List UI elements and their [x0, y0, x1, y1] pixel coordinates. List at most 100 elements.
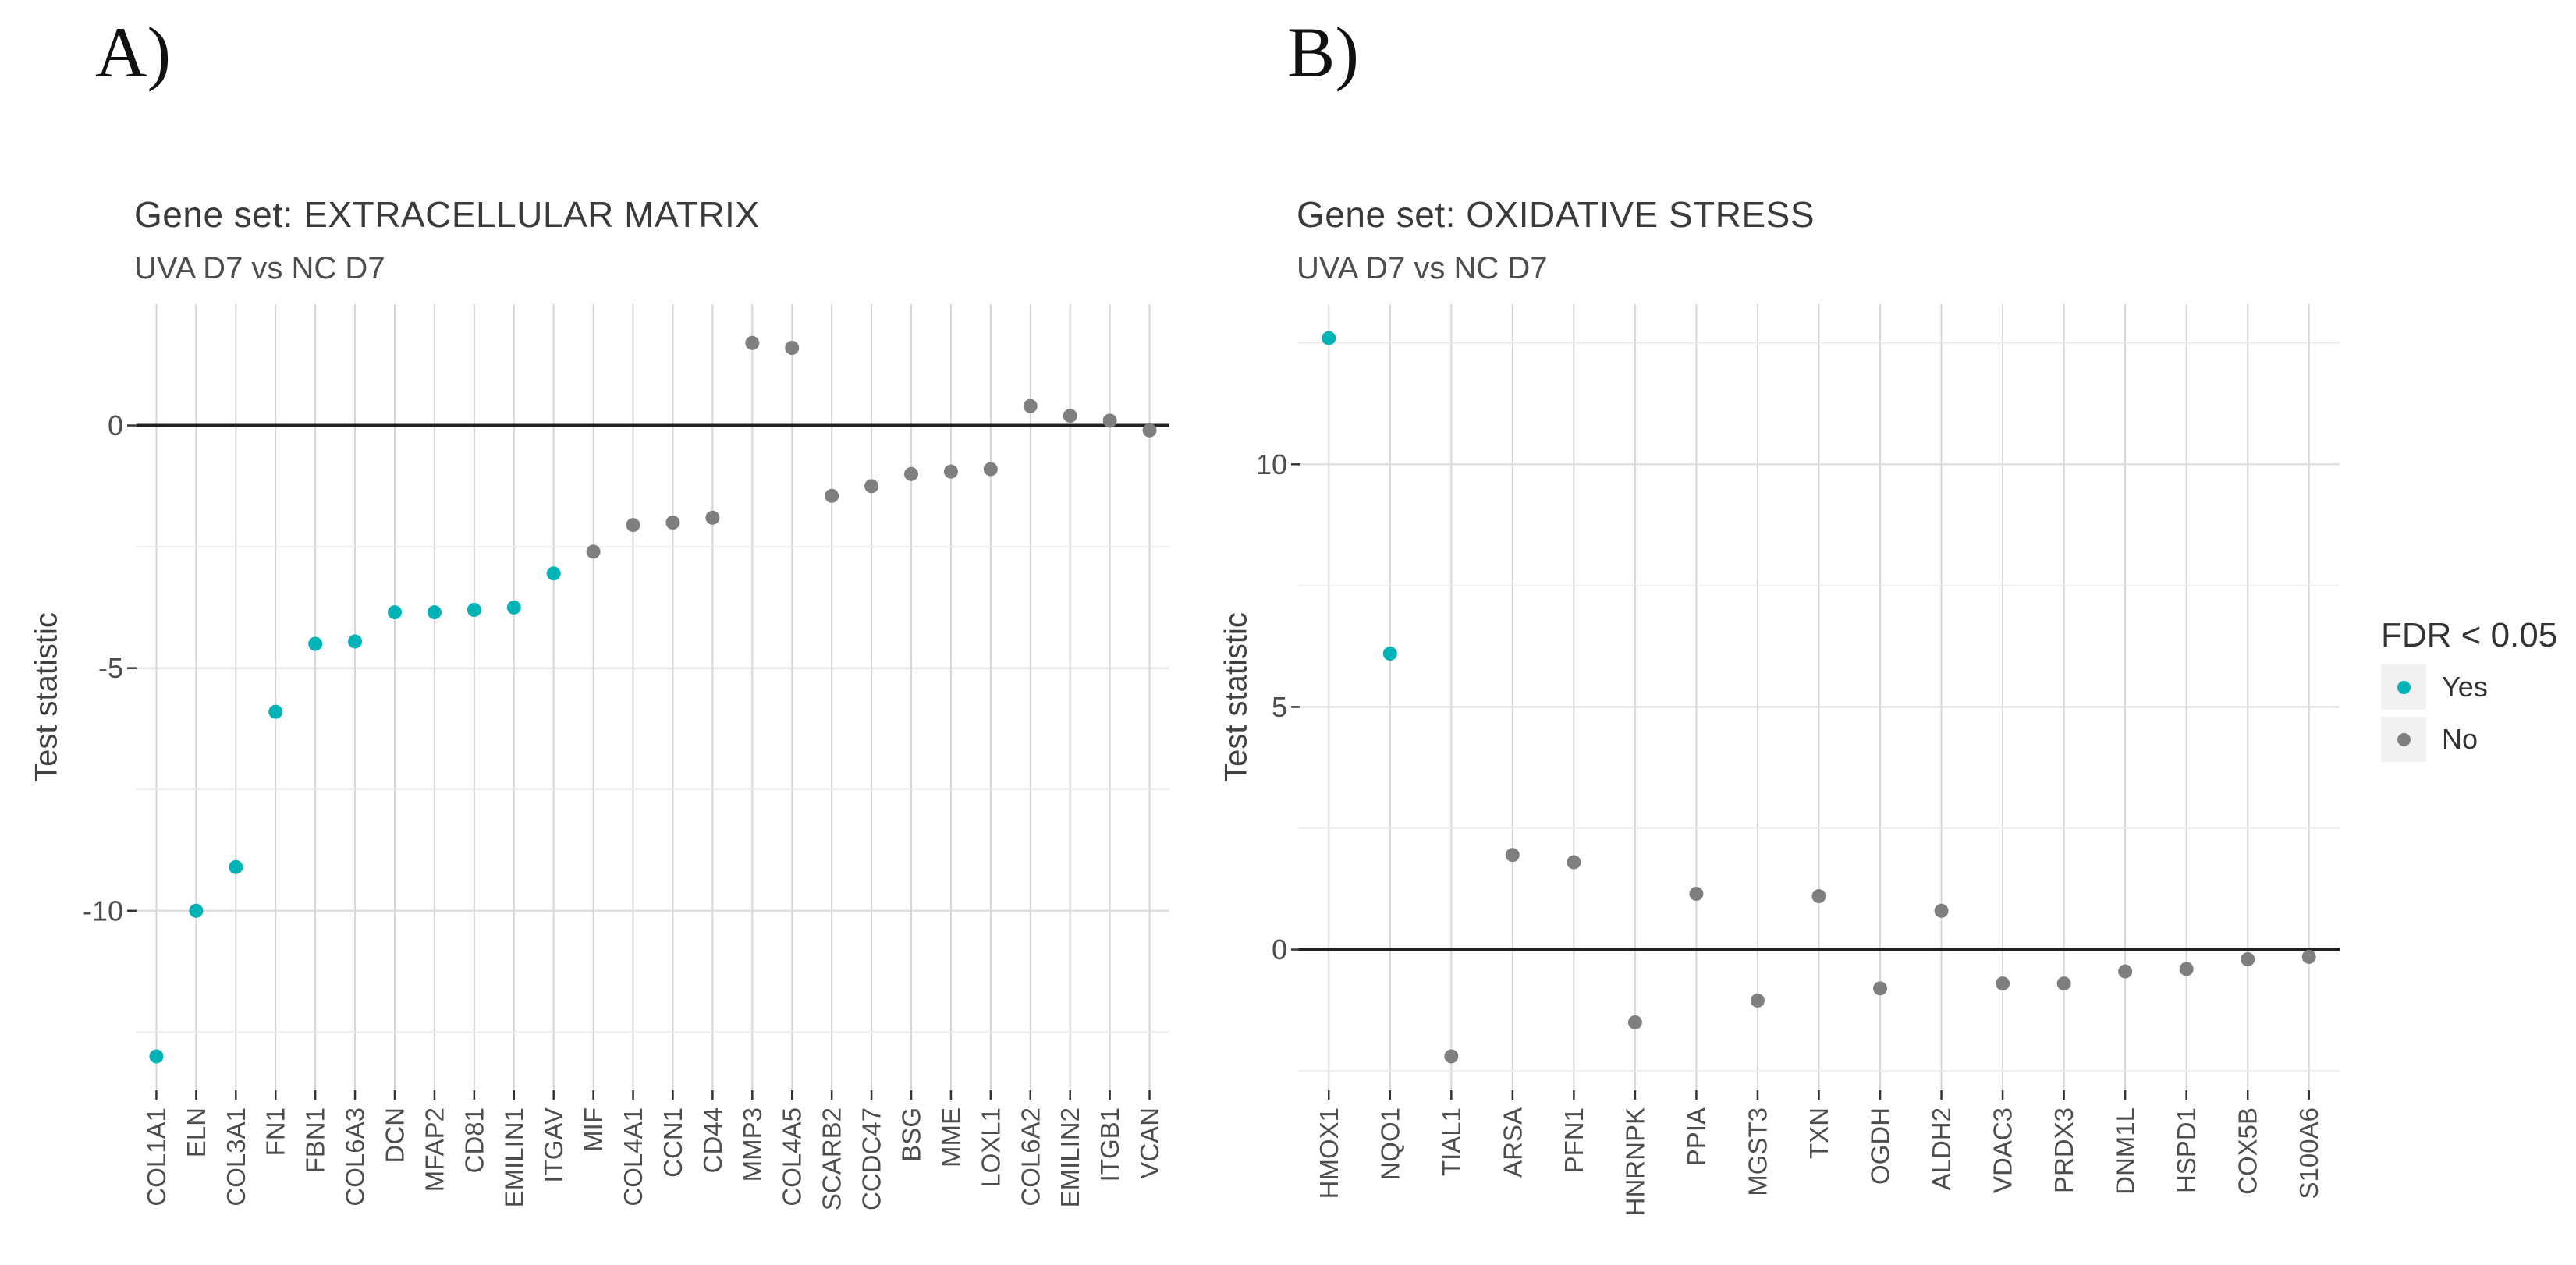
data-point	[546, 566, 561, 581]
gene-tick-label: S100A6	[2294, 1107, 2323, 1199]
data-point	[1996, 976, 2010, 991]
legend-key	[2381, 717, 2426, 762]
panel-b-letter: B)	[1287, 12, 1359, 92]
data-point	[705, 510, 720, 525]
gene-tick-label: COX5B	[2234, 1107, 2262, 1195]
fdr-legend: FDR < 0.05 Yes No	[2381, 616, 2576, 769]
gene-tick-label: ALDH2	[1927, 1107, 1956, 1190]
gene-tick-label: CCDC47	[857, 1107, 886, 1210]
data-point	[189, 903, 204, 918]
gene-tick-label: NQO1	[1375, 1107, 1404, 1181]
gene-tick-label: VDAC3	[1989, 1107, 2017, 1193]
data-point	[983, 462, 998, 477]
gene-tick-label: HNRNPK	[1620, 1107, 1649, 1216]
data-point	[348, 634, 363, 649]
gene-tick-label: HMOX1	[1315, 1107, 1343, 1199]
gene-tick-label: ELN	[182, 1107, 211, 1157]
gene-tick-label: TIAL1	[1437, 1107, 1466, 1176]
gene-tick-label: SCARB2	[818, 1107, 846, 1210]
gene-tick-label: LOXL1	[976, 1107, 1005, 1188]
chart-b-title: Gene set: OXIDATIVE STRESS	[1297, 194, 1815, 235]
y-tick-label: 10	[1256, 448, 1287, 480]
data-point	[268, 704, 283, 719]
data-point	[2301, 949, 2316, 964]
data-point	[1444, 1049, 1459, 1064]
legend-dot-icon	[2397, 680, 2411, 694]
data-point	[506, 600, 521, 615]
legend-item-no: No	[2381, 717, 2576, 762]
gene-tick-label: CD81	[459, 1107, 488, 1173]
gene-tick-label: CD44	[698, 1107, 727, 1173]
data-point	[427, 605, 442, 620]
data-point	[745, 335, 760, 350]
data-point	[2241, 952, 2255, 966]
data-point	[149, 1049, 164, 1064]
data-point	[388, 605, 402, 620]
data-point	[785, 341, 800, 355]
data-point	[1811, 889, 1826, 904]
data-point	[1505, 848, 1520, 863]
data-point	[308, 636, 323, 651]
data-point	[1689, 887, 1704, 901]
data-point	[626, 518, 640, 533]
y-tick-label: 5	[1272, 691, 1287, 723]
data-point	[825, 488, 839, 503]
gene-tick-label: MGST3	[1743, 1107, 1772, 1196]
gene-tick-label: OGDH	[1866, 1107, 1895, 1185]
gene-tick-label: DCN	[381, 1107, 410, 1164]
chart-b-subtitle: UVA D7 vs NC D7	[1297, 251, 1548, 285]
gene-tick-label: TXN	[1804, 1107, 1833, 1159]
data-point	[1023, 399, 1038, 413]
gene-tick-label: MFAP2	[420, 1107, 449, 1192]
data-point	[943, 464, 958, 479]
chart-a-title: Gene set: EXTRACELLULAR MATRIX	[134, 194, 760, 235]
data-point	[904, 466, 918, 481]
y-tick-label: -10	[83, 895, 123, 927]
data-point	[665, 516, 680, 530]
gene-tick-label: DNM1L	[2111, 1107, 2140, 1195]
data-point	[1063, 409, 1077, 423]
legend-key	[2381, 664, 2426, 710]
data-point	[2056, 976, 2071, 991]
gene-tick-label: FBN1	[301, 1107, 330, 1173]
legend-rows: Yes No	[2381, 664, 2576, 762]
data-point	[229, 859, 243, 874]
legend-title: FDR < 0.05	[2381, 616, 2558, 654]
gene-tick-label: MME	[936, 1107, 965, 1168]
gene-tick-label: FN1	[261, 1107, 290, 1156]
panel-a-letter: A)	[95, 12, 172, 92]
gene-tick-label: COL6A2	[1016, 1107, 1045, 1207]
gene-tick-label: MIF	[579, 1107, 608, 1152]
gene-tick-label: PFN1	[1559, 1107, 1588, 1173]
gene-tick-label: COL4A5	[778, 1107, 807, 1207]
gene-tick-label: HSPD1	[2172, 1107, 2201, 1193]
gene-tick-label: BSG	[897, 1107, 926, 1162]
gene-tick-label: CCN1	[658, 1107, 687, 1178]
data-point	[1567, 855, 1581, 870]
gene-tick-label: EMILIN1	[499, 1107, 528, 1207]
gene-tick-label: PPIA	[1682, 1107, 1711, 1166]
data-point	[1142, 423, 1157, 438]
data-point	[1873, 981, 1888, 996]
data-point	[2118, 964, 2133, 979]
chart-a-subtitle: UVA D7 vs NC D7	[134, 251, 385, 285]
gene-tick-label: ITGB1	[1095, 1107, 1124, 1182]
data-point	[586, 544, 601, 559]
data-point	[2179, 962, 2194, 976]
data-point	[1322, 331, 1336, 345]
legend-dot-icon	[2397, 732, 2411, 746]
y-tick-label: -5	[98, 652, 123, 684]
legend-item-yes: Yes	[2381, 664, 2576, 710]
gene-tick-label: PRDX3	[2049, 1107, 2078, 1193]
gene-tick-label: ITGAV	[539, 1107, 568, 1183]
gene-tick-label: MMP3	[738, 1107, 767, 1182]
data-point	[1750, 993, 1765, 1008]
gene-tick-label: COL4A1	[619, 1107, 648, 1207]
y-tick-label: 0	[1272, 934, 1287, 966]
gene-tick-label: EMILIN2	[1056, 1107, 1084, 1207]
gene-tick-label: COL1A1	[142, 1107, 171, 1207]
gene-tick-label: ARSA	[1498, 1107, 1527, 1178]
data-point	[1382, 647, 1397, 661]
